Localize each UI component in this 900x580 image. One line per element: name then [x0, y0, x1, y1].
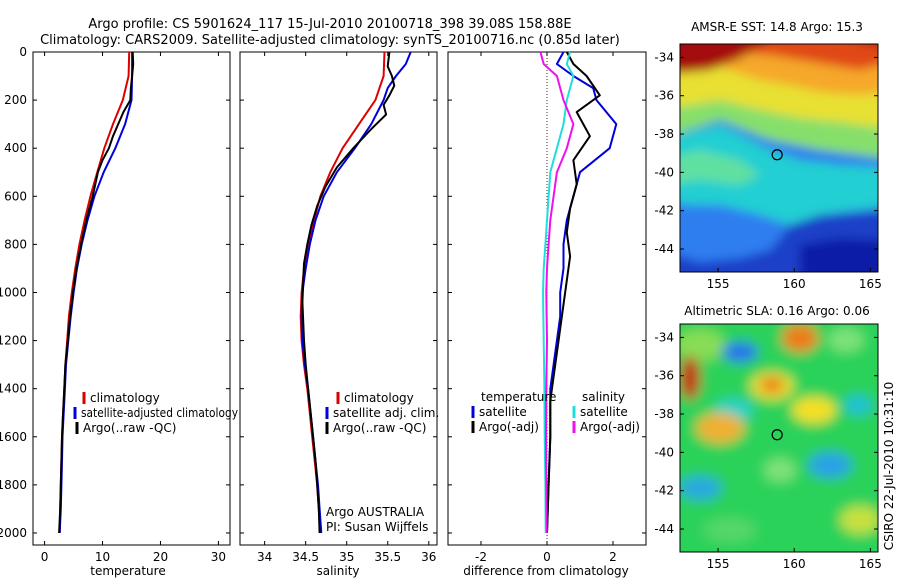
- salinity-xtick-label: 35: [339, 550, 354, 564]
- sst-map-title: AMSR-E SST: 14.8 Argo: 15.3: [691, 20, 863, 34]
- sla-lat-label: -38: [654, 407, 674, 421]
- temperature-xtick-label: 30: [211, 550, 226, 564]
- temperature-profile-panel: 0 200 400 600 800 1000 1200 1400 1600 1800 2000 0 1…: [0, 45, 238, 578]
- temperature-xtick-label: 20: [153, 550, 168, 564]
- sla-lon-label: 155: [707, 557, 730, 571]
- temperature-xtick-label: 0: [41, 550, 49, 564]
- difference-profile-panel: -2 0 2 difference from climatology tempera…: [447, 51, 647, 578]
- side-timestamp-label: CSIRO 22-Jul-2010 10:31:10: [882, 382, 896, 550]
- temperature-xlabel: temperature: [90, 564, 165, 578]
- temperature-plot-area: [32, 51, 231, 546]
- temperature-series-argo-raw-qc-: [58, 51, 135, 534]
- depth-tick-label: 0: [19, 45, 27, 59]
- difference-xtick-label: 2: [609, 550, 617, 564]
- salinity-xlabel: salinity: [316, 564, 359, 578]
- depth-tick-label: 1400: [0, 382, 27, 396]
- sst-heatmap: [680, 44, 878, 272]
- salinity-profile-panel: 34 34.5 35 35.5 36 salinity climatology sate…: [239, 51, 439, 578]
- legend-label-sal-argo: Argo(-adj): [580, 420, 640, 434]
- sst-lon-label: 155: [707, 277, 730, 291]
- depth-tick-label: 800: [4, 237, 27, 251]
- depth-tick-label: 400: [4, 141, 27, 155]
- sst-argo-location-marker: [771, 149, 783, 161]
- sla-map-frame: [679, 323, 879, 553]
- salinity-legend: climatology satellite adj. clim. Argo(..…: [325, 391, 439, 435]
- legend-label-temp-satellite: satellite: [479, 405, 527, 419]
- sst-lat-label: -40: [654, 165, 674, 179]
- difference-depth-ticks: [448, 51, 646, 534]
- legend-title-temperature: temperature: [481, 390, 556, 404]
- sst-lat-label: -34: [654, 50, 674, 64]
- sla-lon-label: 165: [859, 557, 882, 571]
- difference-lines: [539, 51, 618, 534]
- legend-label-argo: Argo(..raw -QC): [333, 421, 426, 435]
- salinity-xtick-label: 34.5: [292, 550, 319, 564]
- sla-lat-label: -40: [654, 445, 674, 459]
- depth-tick-label: 2000: [0, 526, 27, 540]
- sla-map-title: Altimetric SLA: 0.16 Argo: 0.06: [684, 304, 869, 318]
- difference-xlabel: difference from climatology: [463, 564, 629, 578]
- salinity-xtick-label: 35.5: [374, 550, 401, 564]
- sla-lat-label: -34: [654, 330, 674, 344]
- legend-label-satellite: satellite-adjusted climatology: [81, 406, 238, 420]
- sla-lon-ticks: 155 160 165: [707, 548, 882, 571]
- sla-lon-label: 160: [783, 557, 806, 571]
- legend-label-sal-satellite: satellite: [580, 405, 628, 419]
- salinity-xtick-label: 34: [257, 550, 272, 564]
- sst-map-panel: AMSR-E SST: 14.8 Argo: 15.3 -34 -36 -38 -40…: [654, 20, 882, 291]
- salinity-series-argo-raw-qc-: [301, 51, 396, 534]
- sst-lat-ticks: -34 -36 -38 -40 -42 -44: [654, 50, 878, 256]
- legend-label-argo: Argo(..raw -QC): [83, 421, 176, 435]
- temperature-x-ticks: 0 10 20 30: [41, 52, 226, 564]
- figure-title-line2: Climatology: CARS2009. Satellite-adjuste…: [40, 33, 620, 48]
- sla-lat-label: -44: [654, 522, 674, 536]
- temperature-xtick-label: 10: [95, 550, 110, 564]
- credit-line1: Argo AUSTRALIA: [326, 505, 425, 519]
- depth-tick-label: 1800: [0, 478, 27, 492]
- sla-lat-ticks: -34 -36 -38 -40 -42 -44: [654, 330, 878, 536]
- sst-lon-label: 165: [859, 277, 882, 291]
- legend-title-salinity: salinity: [582, 390, 625, 404]
- salinity-x-ticks: 34 34.5 35 35.5 36: [257, 52, 436, 564]
- depth-tick-label: 600: [4, 189, 27, 203]
- temperature-depth-ticks: 0 200 400 600 800 1000 1200 1400 1600 1800 2000: [0, 45, 230, 540]
- difference-series-temperature-argo-adj-: [546, 51, 601, 534]
- sla-argo-location-marker: [771, 429, 783, 441]
- legend-label-satellite: satellite adj. clim.: [333, 406, 439, 420]
- sst-lat-label: -44: [654, 242, 674, 256]
- legend-label-temp-argo: Argo(-adj): [479, 420, 539, 434]
- salinity-depth-ticks: [240, 51, 437, 534]
- depth-tick-label: 200: [4, 93, 27, 107]
- temperature-legend: climatology satellite-adjusted climatolo…: [73, 391, 238, 435]
- salinity-plot-area: [239, 51, 438, 546]
- difference-legend: temperature satellite Argo(-adj) salinit…: [471, 390, 640, 434]
- depth-tick-label: 1200: [0, 334, 27, 348]
- salinity-xtick-label: 36: [421, 550, 436, 564]
- sst-lon-label: 160: [783, 277, 806, 291]
- difference-series-salinity-satellite: [542, 51, 575, 534]
- difference-xtick-label: -2: [475, 550, 487, 564]
- sla-lat-label: -42: [654, 484, 674, 498]
- sst-lat-label: -42: [654, 204, 674, 218]
- sst-lon-ticks: 155 160 165: [707, 268, 882, 291]
- credit-line2: PI: Susan Wijffels: [326, 520, 428, 534]
- sla-lat-label: -36: [654, 369, 674, 383]
- sst-map-frame: [679, 43, 879, 273]
- depth-tick-label: 1600: [0, 430, 27, 444]
- figure-title-line1: Argo profile: CS 5901624_117 15-Jul-2010…: [88, 17, 571, 32]
- legend-label-climatology: climatology: [90, 391, 160, 405]
- depth-tick-label: 1000: [0, 285, 27, 299]
- temperature-lines: [58, 51, 135, 534]
- legend-label-climatology: climatology: [344, 391, 414, 405]
- sst-lat-label: -36: [654, 89, 674, 103]
- difference-series-temperature-satellite: [546, 51, 618, 534]
- sla-heatmap: [680, 324, 878, 552]
- sla-map-panel: Altimetric SLA: 0.16 Argo: 0.06: [654, 304, 882, 571]
- difference-series-salinity-argo-adj-: [539, 51, 575, 534]
- difference-xtick-label: 0: [543, 550, 551, 564]
- sst-lat-label: -38: [654, 127, 674, 141]
- salinity-lines: [299, 51, 412, 534]
